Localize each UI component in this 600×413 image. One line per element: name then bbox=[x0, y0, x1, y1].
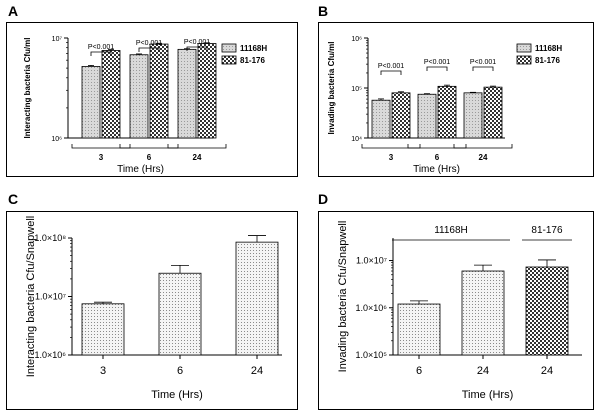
panel-c-y-tick-label: 1.0×10⁶ bbox=[35, 350, 67, 360]
panel-b-p-value-label: P<0.001 bbox=[378, 63, 404, 70]
panel-a-category-bracket bbox=[119, 144, 179, 149]
panel-b-y-axis-label: Invading bacteria Cfu/ml bbox=[327, 42, 336, 135]
panel-b-legend-swatch bbox=[516, 55, 532, 65]
panel-a-category-label: 24 bbox=[193, 153, 202, 162]
panel-b-bar-81-176 bbox=[437, 85, 457, 139]
panel-b-bar-81-176 bbox=[483, 86, 503, 139]
panel-a-x-axis-label: Time (Hrs) bbox=[117, 164, 164, 175]
panel-frame-d bbox=[318, 211, 594, 410]
panel-a-bar-81-176 bbox=[101, 50, 121, 139]
panel-d-group-label: 11168H bbox=[434, 225, 468, 236]
panel-a-p-value-label: P<0.001 bbox=[184, 39, 210, 46]
panel-letter-d: D bbox=[318, 191, 329, 207]
panel-a-bar-81-176 bbox=[197, 43, 217, 139]
panel-a-legend-swatch bbox=[221, 43, 237, 53]
panel-letter-a: A bbox=[8, 3, 19, 19]
panel-b-category-label: 6 bbox=[435, 153, 440, 162]
panel-b-legend-swatch bbox=[516, 43, 532, 53]
panel-a-bar-11168h bbox=[177, 48, 197, 139]
panel-letter-c: C bbox=[8, 191, 19, 207]
panel-a-y-tick-label: 10⁷ bbox=[52, 36, 63, 43]
panel-b-category-label: 3 bbox=[389, 153, 394, 162]
panel-d-category-label: 6 bbox=[416, 365, 422, 377]
panel-b-p-value-label: P<0.001 bbox=[424, 59, 450, 66]
panel-b-category-bracket bbox=[407, 144, 467, 149]
panel-b-y-tick-label: 10⁵ bbox=[351, 86, 362, 93]
panel-c-category-label: 6 bbox=[177, 365, 183, 377]
panel-b-category-bracket bbox=[453, 144, 513, 149]
chart-layer: 10⁶ 10⁷ Interacting bacteria Cfu/ml Time (H… bbox=[23, 36, 582, 401]
panel-a-p-bracket bbox=[186, 46, 208, 51]
panel-c-y-tick-label: 1.0×10⁷ bbox=[35, 292, 66, 302]
panel-b-category-label: 24 bbox=[479, 153, 488, 162]
panel-d-y-tick-label: 1.0×10⁶ bbox=[356, 303, 388, 313]
panel-a-legend-label: 81-176 bbox=[240, 56, 265, 65]
panel-c-category-label: 24 bbox=[251, 365, 263, 377]
panel-b-y-tick-label: 10⁶ bbox=[351, 36, 362, 43]
panel-a-bar-11168h bbox=[81, 65, 101, 139]
panel-d-x-axis-label: Time (Hrs) bbox=[462, 389, 514, 401]
panel-a-p-bracket bbox=[90, 51, 112, 56]
panel-d-bar bbox=[525, 266, 569, 356]
panel-b-category-bracket bbox=[361, 144, 421, 149]
panel-c-category-label: 3 bbox=[100, 365, 106, 377]
panel-b-y-tick-label: 10⁴ bbox=[351, 136, 362, 143]
panel-c-bar bbox=[158, 272, 202, 356]
panel-b-bar-11168h bbox=[371, 99, 391, 139]
panel-b-bar-81-176 bbox=[391, 92, 411, 139]
panel-d-y-tick-label: 1.0×10⁷ bbox=[356, 256, 387, 266]
panel-d-y-axis-label: Invading bacteria Cfu/Snapwell bbox=[337, 221, 349, 373]
panel-b-legend-label: 11168H bbox=[535, 44, 562, 53]
panel-letter-b: B bbox=[318, 3, 329, 19]
panel-b-p-value-label: P<0.001 bbox=[470, 59, 496, 66]
panel-a-legend-label: 11168H bbox=[240, 44, 267, 53]
panel-b-bar-11168h bbox=[417, 93, 437, 139]
panel-c-x-axis-label: Time (Hrs) bbox=[151, 389, 203, 401]
panel-a-legend-swatch bbox=[221, 55, 237, 65]
panel-d-bar bbox=[397, 303, 441, 356]
panel-a-category-bracket bbox=[167, 144, 227, 149]
panel-a-category-label: 3 bbox=[99, 153, 104, 162]
panel-a-p-value-label: P<0.001 bbox=[136, 40, 162, 47]
panel-d-bar bbox=[461, 270, 505, 356]
panel-d-category-label: 24 bbox=[541, 365, 553, 377]
panel-d-category-label: 24 bbox=[477, 365, 489, 377]
panel-b-p-bracket bbox=[380, 70, 402, 75]
panel-c-y-axis-label: Interacting bacteria Cfu/Snapwell bbox=[25, 216, 37, 377]
panel-d-y-tick-label: 1.0×10⁵ bbox=[355, 350, 387, 360]
panel-c-bar bbox=[81, 303, 125, 356]
panel-c-y-tick-label: 1.0×10⁸ bbox=[34, 233, 66, 243]
panel-b-bar-11168h bbox=[463, 92, 483, 139]
panel-d-group-label: 81-176 bbox=[531, 225, 563, 236]
panel-a-y-axis-label: Interacting bacteria Cfu/ml bbox=[23, 38, 32, 139]
panel-a-p-bracket bbox=[138, 47, 160, 52]
panel-b-x-axis-label: Time (Hrs) bbox=[413, 164, 460, 175]
panel-b-legend-label: 81-176 bbox=[535, 56, 560, 65]
panel-c-bar bbox=[235, 241, 279, 356]
panel-b-p-bracket bbox=[472, 66, 494, 71]
panel-a-category-label: 6 bbox=[147, 153, 152, 162]
panel-a-bar-11168h bbox=[129, 54, 149, 139]
panel-a-p-value-label: P<0.001 bbox=[88, 44, 114, 51]
panel-frame-a bbox=[6, 22, 298, 177]
panel-a-bar-81-176 bbox=[149, 43, 169, 139]
panel-a-y-tick-label: 10⁶ bbox=[51, 136, 62, 143]
panel-a-category-bracket bbox=[71, 144, 131, 149]
panel-frame-b bbox=[318, 22, 594, 177]
panel-b-p-bracket bbox=[426, 66, 448, 71]
panel-frame-c bbox=[6, 211, 298, 410]
